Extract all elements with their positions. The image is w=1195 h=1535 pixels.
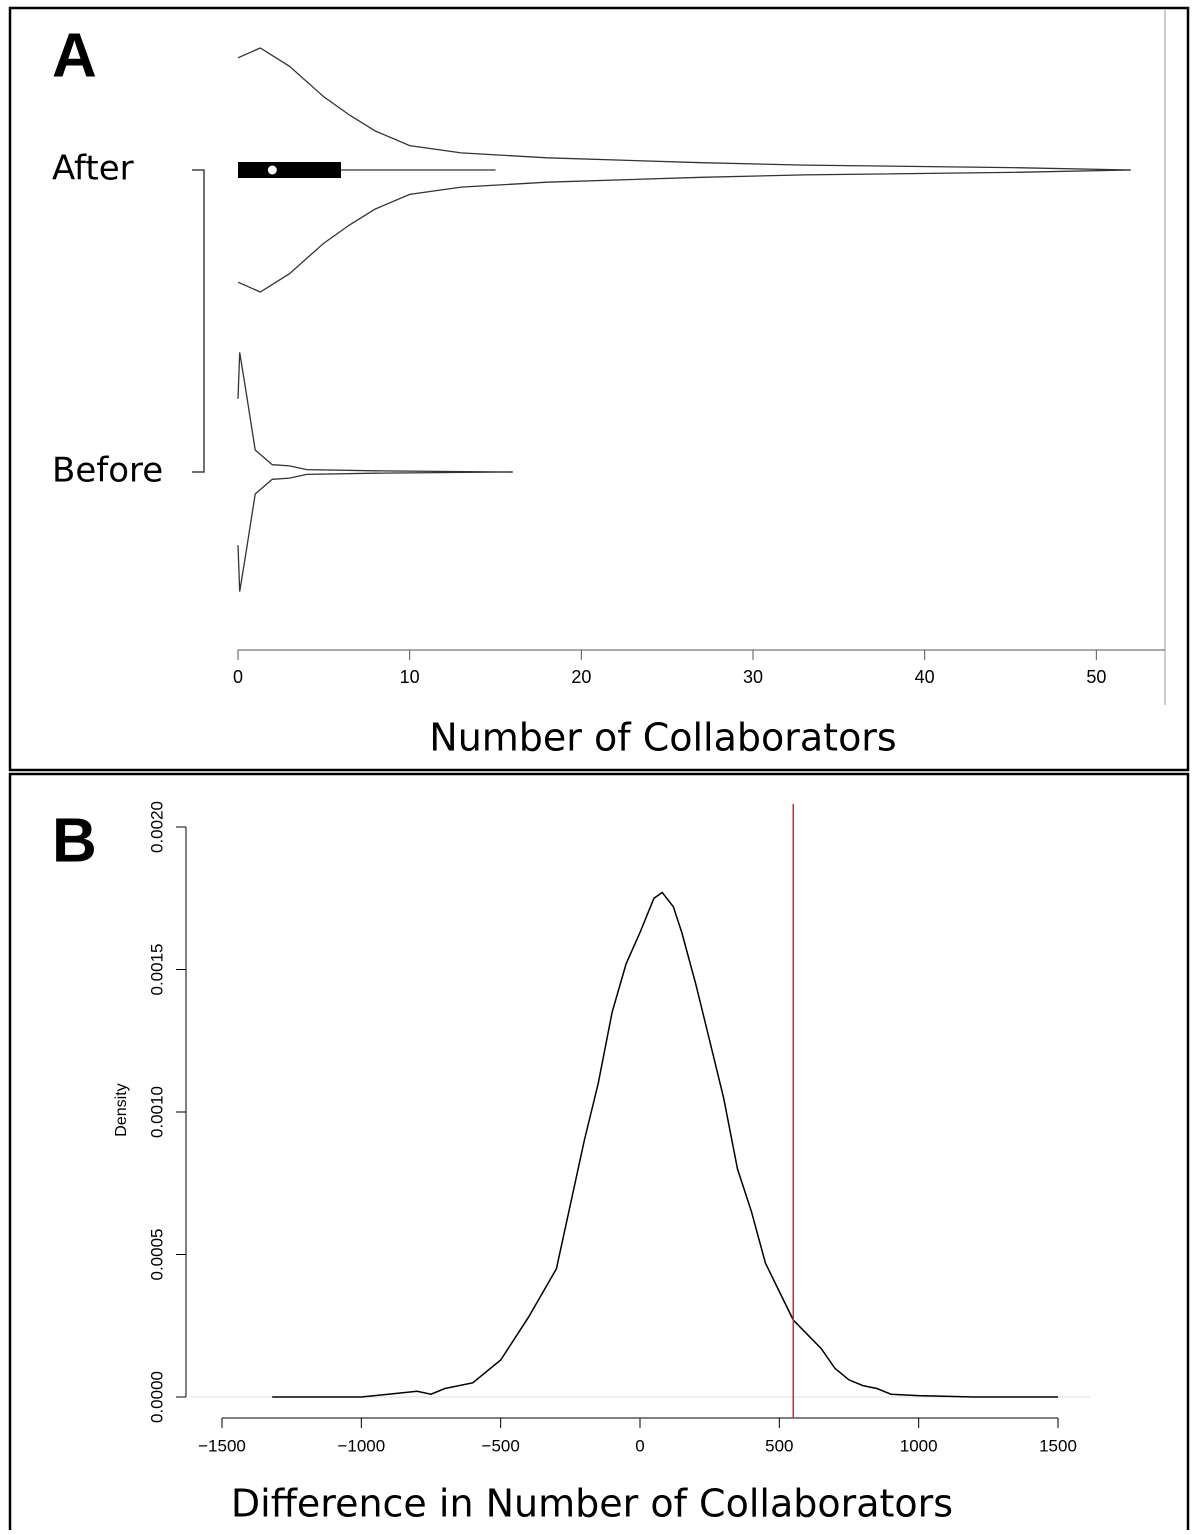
y-tick-label: 0.0000	[147, 1371, 166, 1423]
category-label: After	[52, 149, 134, 189]
x-tick-label: 30	[743, 667, 763, 687]
panel-label: A	[52, 21, 97, 90]
x-tick-label: −500	[482, 1436, 520, 1455]
x-tick-label: 1000	[900, 1436, 938, 1455]
panel-b-frame	[8, 772, 1190, 1535]
x-tick-label: 0	[233, 667, 243, 687]
violin-outline	[237, 47, 1131, 171]
violin-outline	[237, 169, 1131, 293]
violin-outline	[237, 471, 513, 592]
x-tick-label: 50	[1086, 667, 1106, 687]
y-tick-label: 0.0010	[147, 1086, 166, 1138]
median	[267, 165, 277, 175]
x-tick-label: 1500	[1039, 1436, 1077, 1455]
x-tick-label: 20	[571, 667, 591, 687]
x-axis-title: Difference in Number of Collaborators	[231, 1482, 953, 1526]
violin-outline	[237, 352, 513, 473]
y-tick-label: 0.0005	[147, 1229, 166, 1281]
panel-a-frame	[8, 6, 1190, 772]
x-tick-label: 10	[400, 667, 420, 687]
y-tick-label: 0.0020	[147, 801, 166, 853]
category-label: Before	[52, 451, 163, 491]
x-tick-label: 40	[915, 667, 935, 687]
x-tick-label: −1500	[198, 1436, 246, 1455]
x-tick-label: 500	[765, 1436, 793, 1455]
y-axis-title: Density	[113, 1083, 130, 1136]
bracket	[192, 169, 205, 473]
density-line	[272, 891, 1058, 1398]
x-tick-label: 0	[635, 1436, 644, 1455]
box	[238, 162, 341, 178]
panel-label: B	[52, 806, 97, 875]
y-tick-label: 0.0015	[147, 944, 166, 996]
x-axis-title: Number of Collaborators	[429, 716, 896, 760]
x-tick-label: −1000	[337, 1436, 385, 1455]
